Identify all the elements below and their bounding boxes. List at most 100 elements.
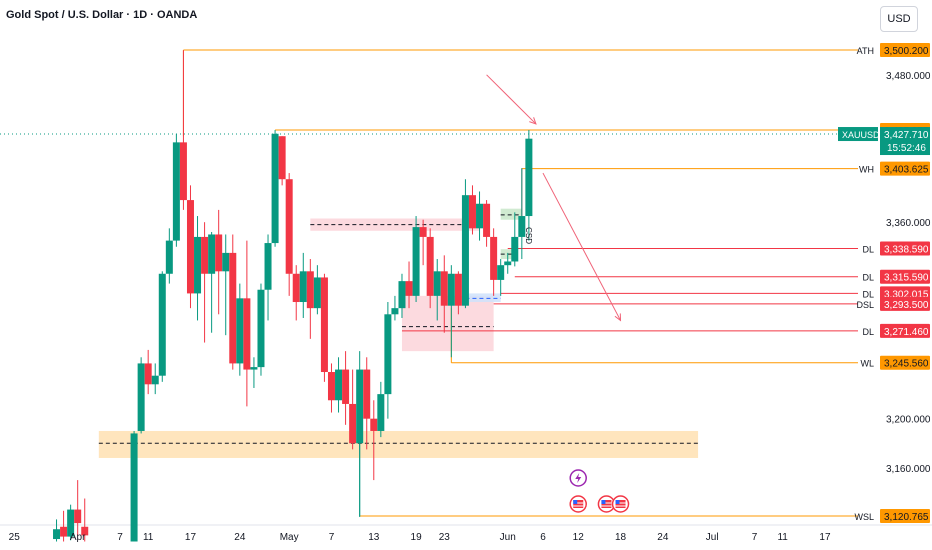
candle-body [137,363,145,431]
level-price-tag [880,355,930,370]
candle-body [419,227,427,237]
currency-selector[interactable]: USD [880,6,918,32]
candle-body [74,509,82,524]
candle-body [299,271,307,303]
level-name: DL [862,327,874,337]
zone-green [500,208,522,220]
candle-body [81,526,89,536]
x-tick-label: 25 [9,532,21,543]
candle-body [271,133,279,244]
level-price-label: 3,120.765 [884,512,929,523]
candle [349,369,357,450]
candle [377,381,385,438]
candle-body [243,298,251,370]
candle-body [504,261,512,266]
candle [250,357,258,388]
candle-body [356,369,364,444]
flag-canton [573,500,578,504]
candle [447,265,455,358]
x-tick-label: 18 [615,532,627,543]
candle [264,234,272,321]
candle [384,302,392,419]
candle-body [405,281,413,296]
candle [271,130,279,247]
candle-body [342,369,350,404]
candle [454,271,462,315]
candle [525,130,533,241]
x-tick-label: 23 [439,532,451,543]
level-price-tag [880,509,930,523]
candle-body [440,271,448,306]
candle-body [236,298,244,364]
y-tick-label: 3,160.000 [886,464,931,475]
x-tick-label: 24 [234,532,246,543]
candle [165,228,173,284]
level-name: DSL [856,300,874,310]
candle-body [194,236,202,294]
candle-body [53,529,61,540]
x-tick-label: 7 [752,532,758,543]
candle-body [433,271,441,296]
level-price-label: 3,500.200 [884,46,929,57]
candle [130,430,138,542]
countdown-label: 15:52:46 [887,143,926,154]
candle-body [377,394,385,431]
candle [412,216,420,303]
candle-body [518,216,526,237]
candle [215,209,223,315]
y-tick-label: 3,200.000 [886,415,931,426]
candle [229,234,237,370]
candle-body [285,179,293,274]
candle-body [172,142,180,241]
trend-arrow [542,172,621,321]
candle [243,240,251,407]
candle [81,498,89,542]
candle-body [215,234,223,272]
candle [222,234,230,336]
level-price-tag [880,296,930,311]
candle-body [257,289,265,368]
csd-annotation: CSD [524,227,533,244]
candle [461,179,469,309]
candle [285,173,293,296]
level-price-label: 3,271.460 [884,327,929,338]
candle [356,351,364,517]
level-name: WSL [854,512,874,522]
level-price-tag [880,43,930,57]
candle [236,283,244,376]
candle [335,357,343,413]
candle [201,222,209,343]
candle [440,255,448,333]
candle [179,50,187,210]
candle-body [525,138,533,217]
candle [144,349,152,395]
x-tick-label: 7 [329,532,335,543]
candle-body [222,252,230,272]
candle [370,400,378,481]
level-price-label: 3,315.590 [884,273,929,284]
candle-body [151,375,159,385]
candle-body [313,277,321,309]
candle-body [179,142,187,201]
candle [257,283,265,376]
x-tick-label: 7 [117,532,123,543]
candle-body [229,252,237,364]
candle-body [292,273,300,303]
candle-body [327,372,335,401]
x-tick-label: Jul [706,532,719,543]
candle-body [201,236,209,274]
y-tick-label: 3,480.000 [886,71,931,82]
candle [391,295,399,321]
level-price-label: 3,302.015 [884,289,929,300]
candle-body [391,308,399,315]
candle-body [130,433,138,542]
flag-stripes [573,500,584,508]
x-tick-label: 19 [411,532,423,543]
candle [483,200,491,247]
level-price-label: 3,338.590 [884,244,929,255]
candle-body [426,236,434,296]
candle-body [363,369,371,419]
candle [468,185,476,235]
candle-body [468,195,476,229]
